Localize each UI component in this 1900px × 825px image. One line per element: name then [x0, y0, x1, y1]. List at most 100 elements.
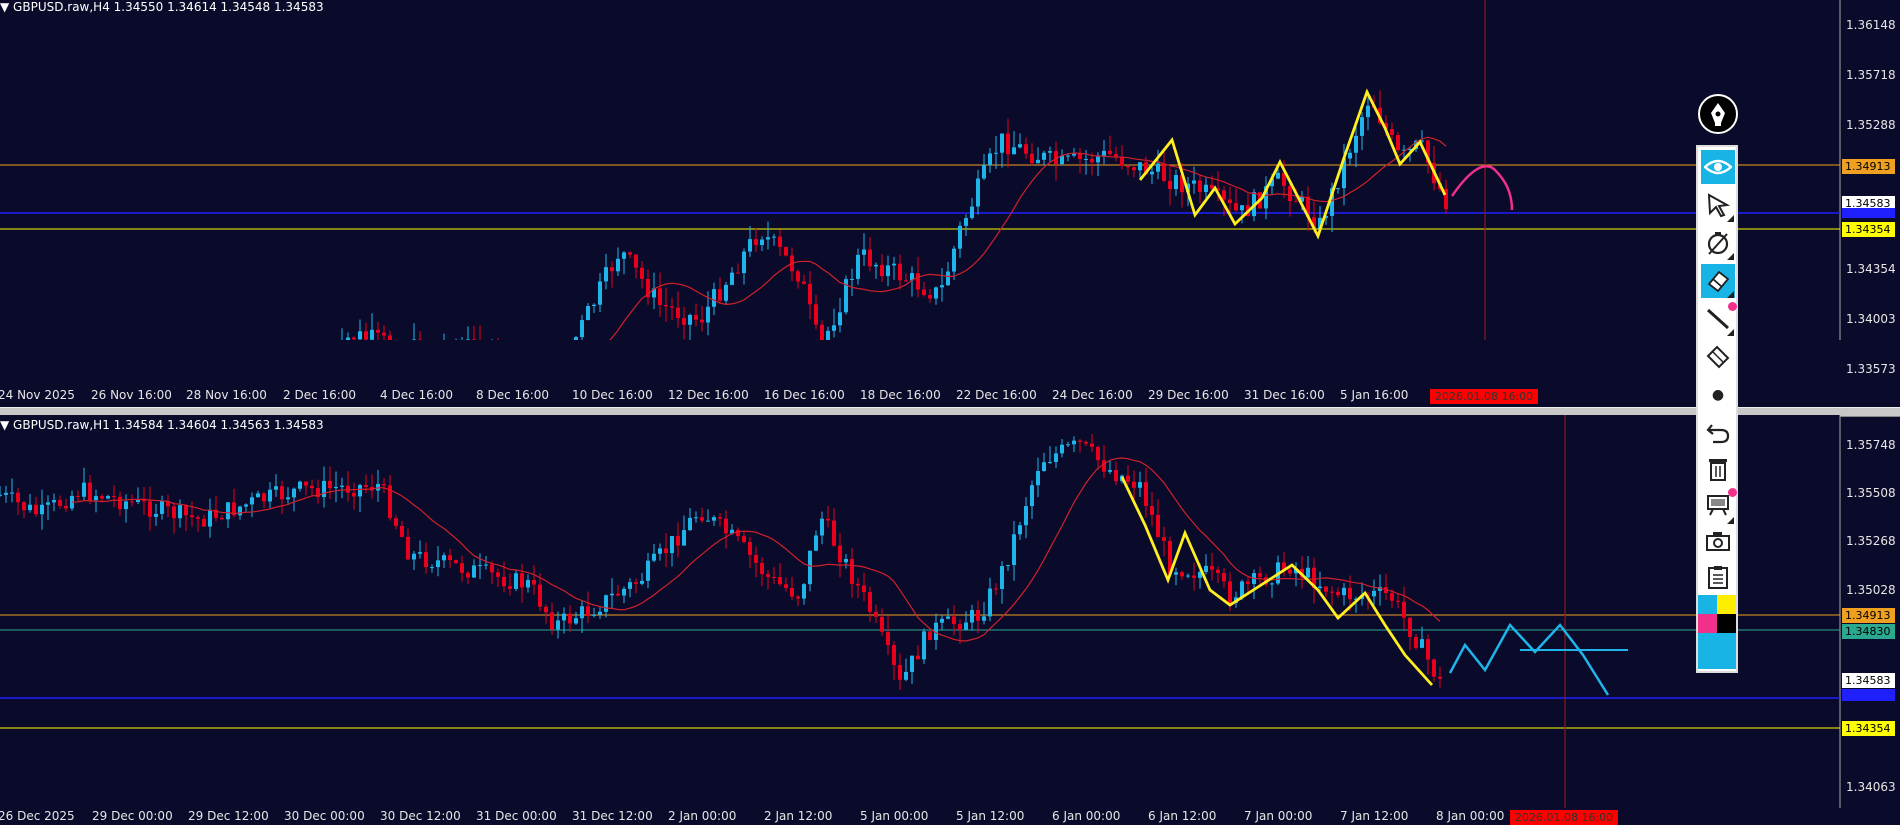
candle-body — [580, 606, 584, 619]
candle-body — [58, 500, 62, 506]
candle-body — [1006, 133, 1010, 155]
candle-body — [1198, 571, 1202, 578]
h4-moving-average — [609, 136, 1447, 340]
h4-chart-panel[interactable] — [0, 0, 1900, 340]
h1-orange-price-tag: 1.34913 — [1842, 608, 1895, 623]
ruler-icon[interactable] — [1701, 340, 1735, 374]
candle-body — [1012, 534, 1016, 565]
candle-body — [460, 563, 464, 573]
pen-logo-icon[interactable] — [1698, 94, 1738, 134]
slideshow-submenu-icon[interactable] — [1727, 517, 1734, 524]
candle-body — [1054, 453, 1058, 462]
candle-body — [946, 616, 950, 619]
color-swatch-blue[interactable] — [1698, 595, 1717, 614]
h4-panel-title: ▼ GBPUSD.raw,H4 1.34550 1.34614 1.34548 … — [0, 0, 324, 14]
candle-body — [808, 283, 812, 305]
candle-body — [1072, 440, 1076, 445]
candle-body — [244, 504, 248, 507]
candle-body — [1114, 470, 1118, 482]
candle-body — [802, 584, 806, 599]
candle-body — [1216, 569, 1220, 574]
selected-color-swatch[interactable] — [1698, 633, 1736, 669]
candle-body — [796, 271, 800, 282]
candle-body — [1138, 482, 1142, 488]
candle-body — [874, 611, 878, 617]
candle-body — [1198, 180, 1202, 192]
candle-body — [1132, 481, 1136, 488]
candle-body — [982, 616, 986, 621]
stopwatch-icon[interactable] — [1701, 226, 1735, 260]
candle-body — [904, 671, 908, 680]
candle-body — [490, 564, 494, 573]
h1-zigzag-drawing[interactable] — [1120, 476, 1434, 686]
candle-body — [760, 562, 764, 575]
candle-body — [112, 496, 116, 498]
candle-body — [292, 488, 296, 498]
candle-body — [226, 502, 230, 520]
candle-body — [646, 560, 650, 581]
h4-zigzag-drawing[interactable] — [1138, 88, 1447, 240]
candle-body — [280, 486, 284, 500]
candle-body — [892, 263, 896, 266]
candle-body — [142, 499, 146, 502]
eraser-submenu-icon[interactable] — [1727, 291, 1734, 298]
candle-body — [1060, 155, 1064, 165]
candle-body — [832, 520, 836, 546]
candle-body — [988, 588, 992, 617]
h1-x-label: 5 Jan 00:00 — [860, 809, 929, 823]
h4-x-label: 22 Dec 16:00 — [956, 388, 1037, 402]
dot-icon[interactable]: ● — [1711, 387, 1725, 403]
candle-body — [682, 530, 686, 546]
trash-icon[interactable] — [1701, 452, 1735, 486]
stopwatch-submenu-icon[interactable] — [1727, 253, 1734, 260]
color-swatch-pink[interactable] — [1698, 614, 1717, 633]
undo-icon[interactable] — [1701, 416, 1735, 450]
h4-x-label: 26 Nov 16:00 — [91, 388, 172, 402]
line-submenu-icon[interactable] — [1727, 329, 1734, 336]
candle-body — [850, 278, 854, 280]
cursor-submenu-icon[interactable] — [1727, 215, 1734, 222]
slideshow-icon[interactable] — [1701, 488, 1735, 522]
candle-body — [688, 314, 692, 325]
eye-icon[interactable] — [1701, 150, 1735, 184]
candle-body — [418, 339, 422, 340]
candle-body — [154, 513, 158, 517]
cursor-icon[interactable] — [1701, 188, 1735, 222]
color-swatch-black[interactable] — [1717, 614, 1736, 633]
candle-body — [1306, 567, 1310, 578]
candle-body — [304, 481, 308, 486]
candle-body — [1408, 617, 1412, 637]
candle-body — [1090, 158, 1094, 163]
candle-body — [1066, 155, 1070, 157]
eraser-icon[interactable] — [1701, 264, 1735, 298]
h4-projection-curve[interactable] — [1450, 164, 1514, 211]
candle-body — [592, 304, 596, 307]
candle-body — [982, 165, 986, 179]
candle-body — [586, 606, 590, 616]
h1-chart-panel[interactable] — [0, 415, 1900, 820]
candle-body — [1048, 151, 1052, 153]
candle-body — [1132, 167, 1136, 171]
h4-x-label: 10 Dec 16:00 — [572, 388, 653, 402]
candle-body — [412, 553, 416, 560]
candle-body — [310, 485, 314, 489]
candle-body — [1318, 217, 1322, 229]
color-swatch-yellow[interactable] — [1717, 595, 1736, 614]
candle-body — [934, 622, 938, 640]
candle-body — [892, 645, 896, 665]
candle-body — [844, 279, 848, 313]
candle-body — [1426, 140, 1430, 163]
candle-body — [214, 509, 218, 518]
candle-body — [598, 281, 602, 305]
candle-body — [1390, 128, 1394, 135]
candle-body — [1066, 444, 1070, 446]
clipboard-icon[interactable] — [1701, 560, 1735, 594]
h1-x-label: 6 Jan 12:00 — [1148, 809, 1217, 823]
h1-blue-level-tag — [1842, 689, 1895, 701]
camera-icon[interactable] — [1701, 524, 1735, 558]
candle-body — [466, 572, 470, 578]
line-tool-icon[interactable] — [1701, 302, 1735, 336]
candle-body — [1390, 593, 1394, 601]
candle-body — [316, 488, 320, 497]
candle-body — [430, 567, 434, 569]
